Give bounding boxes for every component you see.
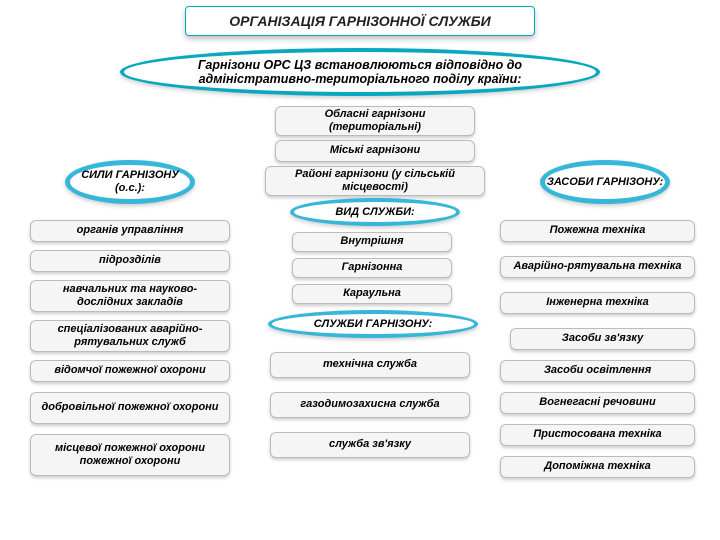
left-item-3: спеціалізованих аварійно-рятувальних слу… — [30, 320, 230, 352]
right-item-0: Пожежна техніка — [500, 220, 695, 242]
right-item-5: Вогнегасні речовини — [500, 392, 695, 414]
center2-item-0: технічна служба — [270, 352, 470, 378]
intro-text: Гарнізони ОРС ЦЗ встановлюються відповід… — [154, 58, 566, 86]
left-item-5: добровільної пожежної охорони — [30, 392, 230, 424]
right-item-7: Допоміжна техніка — [500, 456, 695, 478]
center2-header-text: СЛУЖБИ ГАРНІЗОНУ: — [314, 318, 433, 330]
right-header-text: ЗАСОБИ ГАРНІЗОНУ: — [547, 176, 663, 189]
center2-item-1: газодимозахисна служба — [270, 392, 470, 418]
center2-item-2: служба зв'язку — [270, 432, 470, 458]
center1-item-2: Караульна — [292, 284, 452, 304]
center1-item-0: Внутрішня — [292, 232, 452, 252]
center1-header: ВИД СЛУЖБИ: — [290, 198, 460, 226]
right-item-4: Засоби освітлення — [500, 360, 695, 382]
left-item-2: навчальних та науково-дослідних закладів — [30, 280, 230, 312]
garrison-type-2: Районі гарнізони (у сільській місцевості… — [265, 166, 485, 196]
main-title: ОРГАНІЗАЦІЯ ГАРНІЗОННОЇ СЛУЖБИ — [185, 6, 535, 36]
right-item-2: Інженерна техніка — [500, 292, 695, 314]
center2-header: СЛУЖБИ ГАРНІЗОНУ: — [268, 310, 478, 338]
left-item-0: органів управління — [30, 220, 230, 242]
center1-item-1: Гарнізонна — [292, 258, 452, 278]
right-item-6: Пристосована техніка — [500, 424, 695, 446]
left-item-6: місцевої пожежної охорони пожежної охоро… — [30, 434, 230, 476]
left-item-4: відомчої пожежної охорони — [30, 360, 230, 382]
garrison-type-0: Обласні гарнізони (територіальні) — [275, 106, 475, 136]
garrison-type-1: Міські гарнізони — [275, 140, 475, 162]
right-item-3: Засоби зв'язку — [510, 328, 695, 350]
right-header: ЗАСОБИ ГАРНІЗОНУ: — [540, 160, 670, 204]
left-header: СИЛИ ГАРНІЗОНУ (о.с.): — [65, 160, 195, 204]
intro-ellipse: Гарнізони ОРС ЦЗ встановлюються відповід… — [120, 48, 600, 96]
center1-header-text: ВИД СЛУЖБИ: — [335, 206, 414, 218]
left-header-text: СИЛИ ГАРНІЗОНУ (о.с.): — [70, 169, 190, 194]
left-item-1: підрозділів — [30, 250, 230, 272]
right-item-1: Аварійно-рятувальна техніка — [500, 256, 695, 278]
